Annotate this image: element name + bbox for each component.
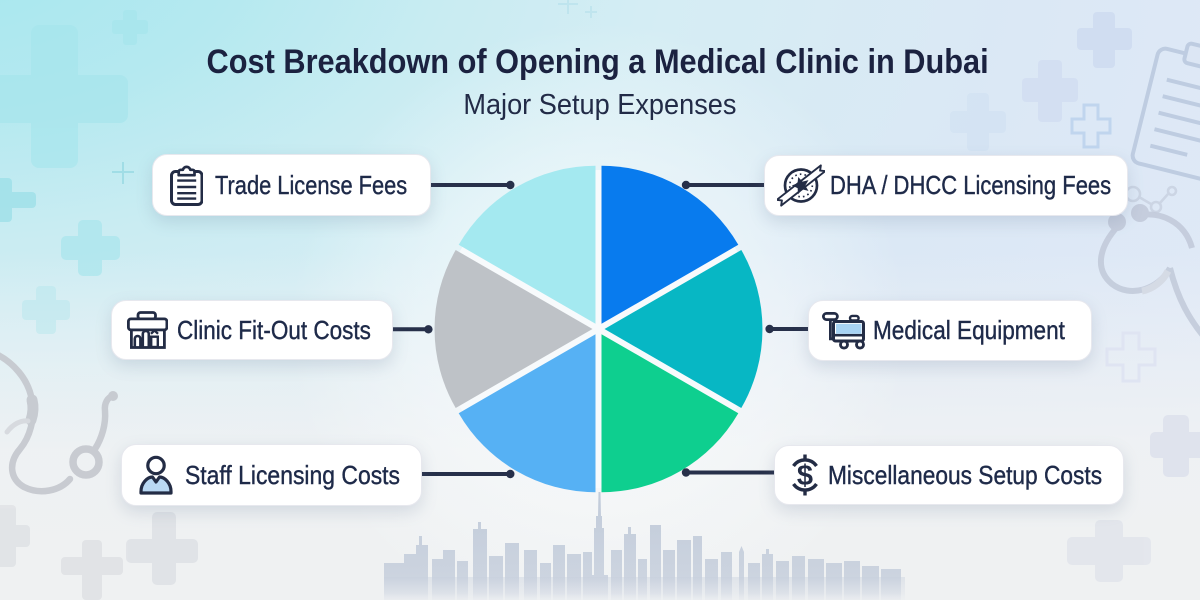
svg-text:$: $	[797, 460, 813, 492]
